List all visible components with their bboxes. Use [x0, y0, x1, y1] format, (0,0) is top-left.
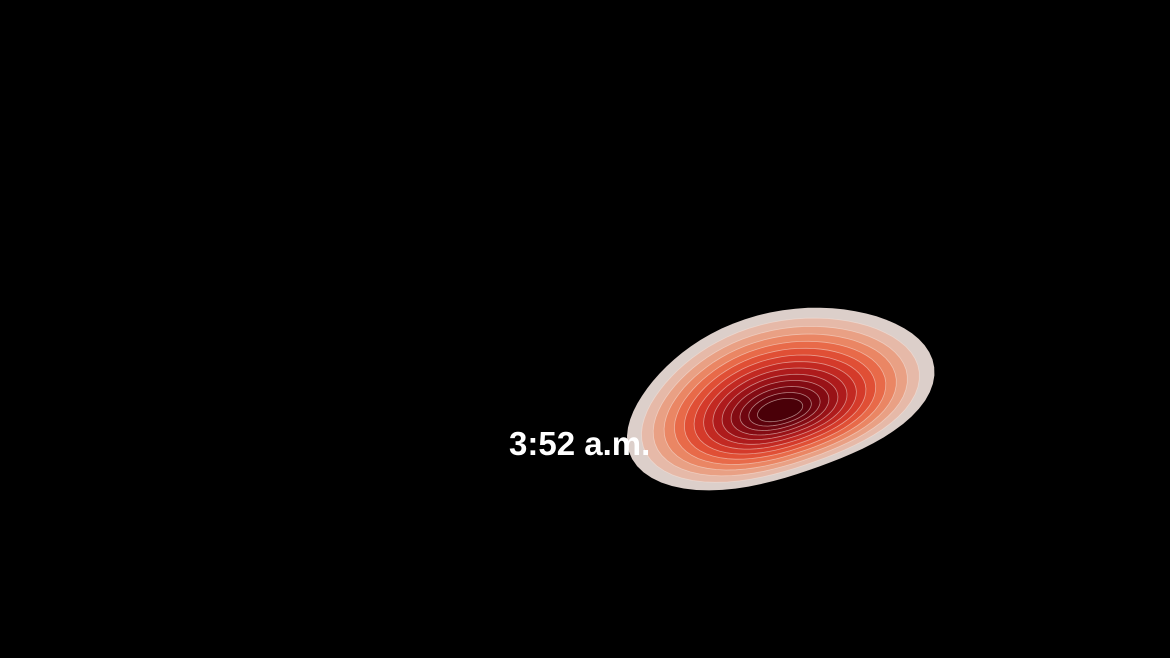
density-contours: [627, 307, 935, 491]
density-level-14: [757, 398, 804, 423]
time-label: 3:52 a.m.: [509, 425, 651, 462]
